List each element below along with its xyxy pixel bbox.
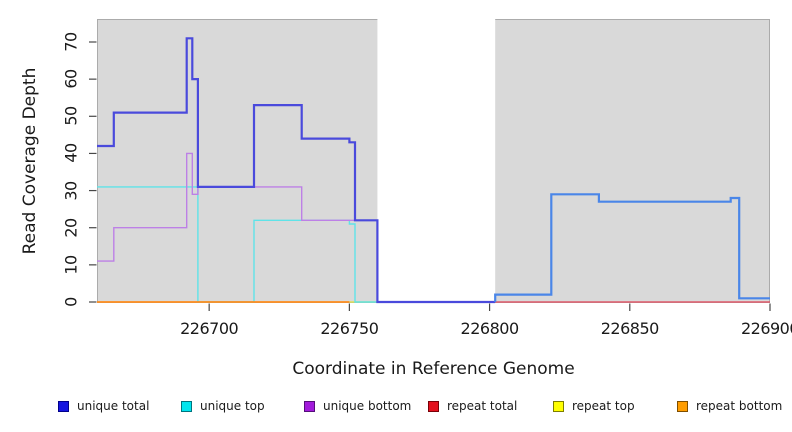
series-unique-bottom [97,152,379,302]
y-tick-label: 50 [61,106,81,126]
x-tick-label: 226700 [180,319,239,338]
x-tick-label: 226800 [460,319,520,338]
x-axis-title: Coordinate in Reference Genome [292,359,575,379]
y-tick-label: 20 [61,218,81,238]
x-tick-label: 226900 [740,319,792,338]
x-tick-label: 226850 [600,319,660,338]
y-tick-label: 30 [61,180,81,201]
series-unique-total-right [494,193,770,302]
series-unique-total-left [97,37,496,304]
y-tick-label: 60 [61,69,81,89]
y-tick-label: 0 [61,297,81,307]
y-axis-title: Read Coverage Depth [20,67,40,255]
x-tick-label: 226750 [320,319,379,338]
no-data-band [377,18,496,302]
y-tick-label: 40 [61,143,81,164]
y-tick-label: 10 [61,255,81,275]
y-tick-label: 70 [61,32,81,52]
